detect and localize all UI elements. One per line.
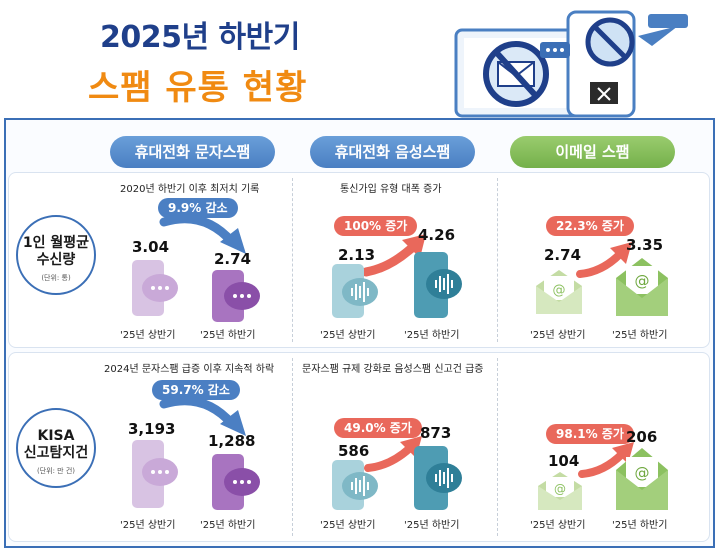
row-label-line1: KISA [37,428,75,444]
curved-arrow-icon [576,242,632,278]
period-label: '25년 상반기 [530,330,586,341]
svg-text:@: @ [635,272,650,290]
page-subtitle: 스팸 유통 현황 [88,68,308,108]
period-label: '25년 상반기 [120,330,176,341]
cell-note: 문자스팸 규제 강화로 음성스팸 신고건 급증 [302,364,484,375]
phone-chat-icon [212,270,260,322]
row-label-unit: (단위: 통) [41,274,71,282]
cell-note: 2020년 하반기 이후 최저치 기록 [120,184,260,195]
change-badge: 59.7% 감소 [152,380,240,400]
value-before: 2.13 [338,246,376,264]
period-label: '25년 하반기 [200,520,256,531]
svg-text:@: @ [635,464,650,482]
row-label-line2: 수신량 [36,252,76,268]
column-header-sms: 휴대전화 문자스팸 [110,136,275,168]
envelope-at-icon: @ [538,472,582,510]
period-label: '25년 상반기 [530,520,586,531]
value-after: 206 [626,428,658,446]
svg-text:@: @ [553,283,566,298]
change-badge: 49.0% 증가 [334,418,422,438]
column-divider [497,178,498,342]
period-label: '25년 하반기 [612,330,668,341]
cell-note: 2024년 문자스팸 급증 이후 지속적 하락 [104,364,275,375]
period-label: '25년 하반기 [404,330,460,341]
value-before: 3.04 [132,238,170,256]
cell-note: 통신가입 유형 대폭 증가 [340,184,442,195]
change-badge: 9.9% 감소 [158,198,238,218]
column-divider [292,358,293,536]
no-spam-illustration-icon [454,10,688,118]
period-label: '25년 하반기 [200,330,256,341]
value-after: 1,288 [208,432,256,450]
curved-arrow-icon [159,214,246,254]
period-label: '25년 하반기 [612,520,668,531]
row-label-kisa: KISA 신고탐지건 (단위: 만 건) [16,408,96,488]
row-label-line1: 1인 월평균 [22,235,90,251]
phone-voice-icon [414,446,462,510]
row-label-monthly: 1인 월평균 수신량 (단위: 통) [16,215,96,295]
value-before: 586 [338,442,370,460]
page-title: 2025년 하반기 [100,20,300,55]
period-label: '25년 하반기 [404,520,460,531]
svg-text:@: @ [554,482,566,496]
envelope-at-icon: @ [616,448,668,510]
column-divider [292,178,293,342]
column-divider [497,358,498,536]
envelope-at-icon: @ [536,270,582,314]
phone-voice-icon [332,460,378,510]
row-label-line2: 신고탐지건 [23,445,89,461]
phone-voice-icon [332,264,378,318]
phone-voice-icon [414,252,462,318]
value-before: 3,193 [128,420,176,438]
value-after: 4.26 [418,226,456,244]
envelope-at-icon: @ [616,258,668,316]
row-kisa-reports [8,352,710,542]
phone-chat-icon [132,440,178,508]
column-header-email: 이메일 스팸 [510,136,675,168]
change-badge: 98.1% 증가 [546,424,634,444]
value-before: 104 [548,452,580,470]
change-badge: 100% 증가 [334,216,418,236]
column-header-voice: 휴대전화 음성스팸 [310,136,475,168]
period-label: '25년 상반기 [320,520,376,531]
value-before: 2.74 [544,246,582,264]
value-after: 2.74 [214,250,252,268]
row-monthly-average [8,172,710,348]
row-label-unit: (단위: 만 건) [36,467,76,475]
change-badge: 22.3% 증가 [546,216,634,236]
value-after: 873 [420,424,452,442]
phone-chat-icon [132,260,178,316]
curved-arrow-icon [159,396,246,436]
phone-chat-icon [212,454,260,510]
period-label: '25년 상반기 [320,330,376,341]
period-label: '25년 상반기 [120,520,176,531]
value-after: 3.35 [626,236,664,254]
